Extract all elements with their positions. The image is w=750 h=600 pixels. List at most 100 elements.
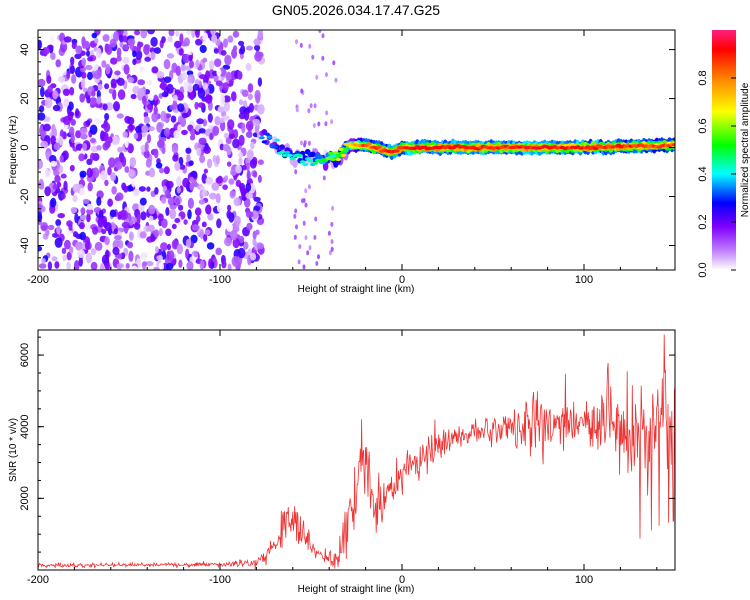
noise-cell [52,184,58,190]
noise-cell [146,80,153,86]
signal-cell [340,153,347,157]
noise-cell [174,218,181,223]
noise-cell [110,172,116,182]
noise-cell [143,116,150,124]
noise-cell [38,263,47,269]
noise-cell [232,30,240,38]
noise-cell [224,175,229,182]
noise-cell [198,128,206,134]
noise-cell [172,99,178,110]
noise-cell [201,221,207,228]
noise-cell [137,87,145,98]
snr-background [38,330,675,570]
noise-cell [181,129,188,136]
noise-cell [220,94,225,105]
noise-cell [241,164,247,171]
noise-cell [50,197,57,208]
noise-cell [223,38,228,48]
noise-cell [139,231,147,239]
noise-cell [232,237,240,249]
noise-cell [91,90,96,97]
noise-cell [166,83,174,94]
noise-cell [169,208,177,220]
noise-cell [102,142,109,151]
noise-cell [304,188,308,194]
noise-cell [130,93,137,100]
noise-cell [94,118,102,125]
noise-cell [207,113,213,123]
noise-cell [295,39,298,45]
noise-cell [321,33,325,39]
noise-cell [140,211,147,221]
noise-cell [222,82,229,92]
noise-cell [185,238,191,248]
noise-cell [158,213,164,222]
noise-cell [97,217,105,228]
noise-cell [57,76,66,83]
noise-cell [159,167,164,174]
noise-cell [224,54,232,66]
signal-cell [307,159,314,163]
noise-cell [41,258,46,264]
noise-cell [330,221,334,227]
noise-cell [40,86,45,98]
noise-cell [256,242,264,250]
snr-frame [37,329,676,571]
noise-cell [117,89,126,100]
noise-cell [44,186,51,197]
snr-ytick-label: 2000 [19,486,31,510]
noise-cell [189,91,195,101]
noise-cell [38,245,43,252]
noise-cell [194,207,202,216]
noise-cell [163,76,172,83]
noise-cell [71,42,77,50]
noise-cell [203,145,211,154]
noise-cell [113,228,118,235]
noise-cell [90,261,98,270]
signal-cell [289,157,296,161]
noise-cell [172,154,179,162]
noise-cell [129,220,134,226]
noise-cell [87,182,93,192]
noise-cell [211,34,218,44]
noise-cell [188,54,193,62]
noise-cell [186,154,191,163]
noise-cell [185,248,190,260]
noise-cell [153,229,160,238]
noise-cell [187,197,194,209]
spectrogram-cells [38,30,675,270]
noise-cell [193,251,199,258]
noise-cell [228,133,235,140]
noise-cell [250,141,255,150]
noise-cell [246,149,254,161]
signal-cell [264,132,270,136]
noise-cell [330,239,334,245]
noise-cell [330,119,334,125]
noise-cell [52,127,57,137]
noise-cell [245,162,250,172]
spec-ytick-label: -20 [19,189,31,205]
noise-cell [102,34,110,42]
noise-cell [245,131,253,139]
noise-cell [117,146,123,153]
noise-cell [56,225,61,235]
noise-cell [228,178,235,185]
noise-cell [128,169,135,178]
noise-cell [72,231,79,238]
noise-cell [227,35,234,43]
noise-cell [255,229,260,236]
noise-cell [104,83,110,90]
noise-cell [70,119,76,126]
noise-cell [215,247,222,256]
noise-cell [229,190,236,199]
noise-cell [160,110,167,122]
noise-cell [201,189,208,197]
noise-cell [165,180,174,189]
noise-cell [311,54,315,60]
snr-xtick-label: 0 [399,574,405,586]
noise-cell [143,44,150,55]
noise-cell [91,32,98,39]
noise-cell [238,99,244,106]
signal-cell [282,153,288,157]
